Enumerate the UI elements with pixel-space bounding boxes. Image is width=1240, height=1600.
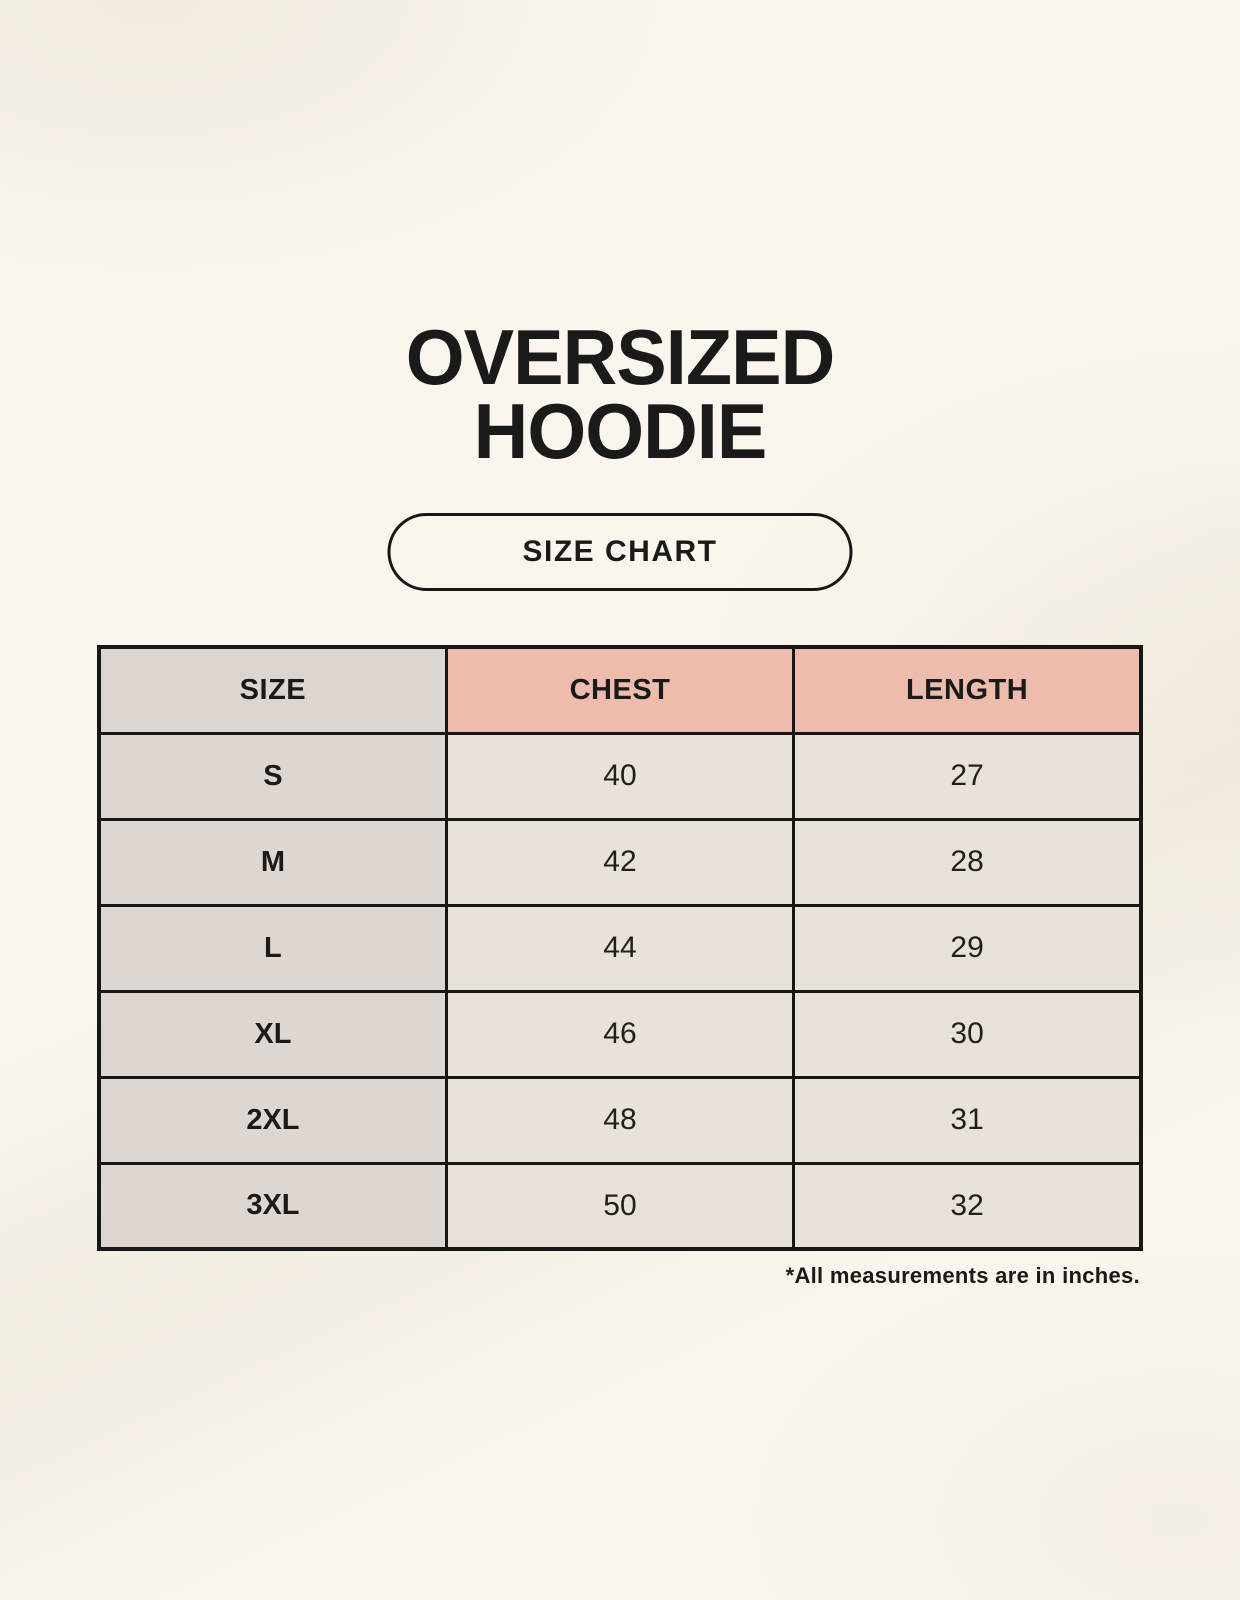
- chest-cell: 44: [444, 903, 796, 993]
- table-header-row: SIZE CHEST LENGTH: [97, 645, 1143, 735]
- size-cell: 3XL: [97, 1161, 448, 1251]
- chest-cell: 50: [444, 1161, 796, 1251]
- chest-cell: 48: [444, 1075, 796, 1165]
- size-cell: XL: [97, 989, 448, 1079]
- chest-cell: 46: [444, 989, 796, 1079]
- table-row: 3XL 50 32: [97, 1161, 1143, 1251]
- measurements-footnote: *All measurements are in inches.: [785, 1263, 1140, 1288]
- chest-cell: 42: [444, 817, 796, 907]
- table-row: S 40 27: [97, 731, 1143, 821]
- chest-cell: 40: [444, 731, 796, 821]
- size-chart-button[interactable]: SIZE CHART: [387, 513, 853, 591]
- product-title: OVERSIZED HOODIE: [0, 313, 1240, 476]
- table-row: XL 46 30: [97, 989, 1143, 1079]
- length-cell: 29: [792, 903, 1143, 993]
- size-cell: S: [97, 731, 448, 821]
- size-table-body: S 40 27 M 42 28 L 44 29 XL 46 30 2XL 48 31 3XL 50 32: [97, 731, 1143, 1251]
- size-table: SIZE CHEST LENGTH S 40 27 M 42 28 L 44 29 XL 46 30 2…: [97, 645, 1143, 1251]
- column-header-size: SIZE: [97, 645, 448, 735]
- length-cell: 30: [792, 989, 1143, 1079]
- size-cell: M: [97, 817, 448, 907]
- table-row: L 44 29: [97, 903, 1143, 993]
- size-chart-button-label: SIZE CHART: [522, 535, 718, 568]
- table-row: M 42 28: [97, 817, 1143, 907]
- product-title-line1: OVERSIZED: [405, 313, 835, 401]
- column-header-length: LENGTH: [792, 645, 1143, 735]
- length-cell: 28: [792, 817, 1143, 907]
- length-cell: 27: [792, 731, 1143, 821]
- length-cell: 32: [792, 1161, 1143, 1251]
- table-row: 2XL 48 31: [97, 1075, 1143, 1165]
- size-cell: L: [97, 903, 448, 993]
- size-cell: 2XL: [97, 1075, 448, 1165]
- product-title-line2: HOODIE: [473, 387, 768, 476]
- length-cell: 31: [792, 1075, 1143, 1165]
- column-header-chest: CHEST: [444, 645, 796, 735]
